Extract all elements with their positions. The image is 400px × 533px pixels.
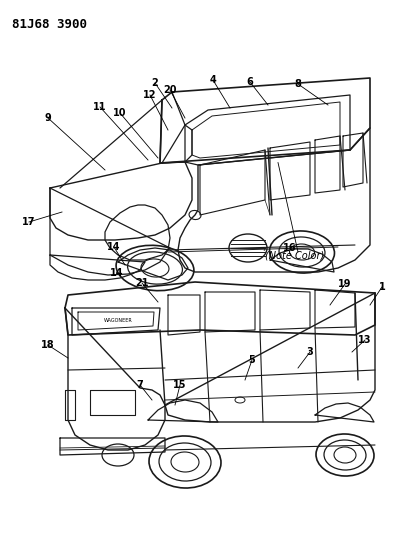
Text: 13: 13 [358,335,372,345]
Text: 5: 5 [249,355,255,365]
Text: 14: 14 [110,268,124,278]
Text: 17: 17 [22,217,36,227]
Text: 16: 16 [283,243,297,253]
Text: (Note Color): (Note Color) [265,250,324,260]
Text: 2: 2 [152,78,158,88]
Text: 7: 7 [137,380,143,390]
Text: 6: 6 [247,77,253,87]
Text: 14: 14 [107,242,121,252]
Text: 15: 15 [173,380,187,390]
Text: 18: 18 [41,340,55,350]
Text: 19: 19 [338,279,352,289]
Text: WAGONEER: WAGONEER [104,318,132,322]
Text: 11: 11 [93,102,107,112]
Text: 1: 1 [379,282,385,292]
Text: 12: 12 [143,90,157,100]
Text: 4: 4 [210,75,216,85]
Text: 10: 10 [113,108,127,118]
Text: 20: 20 [163,85,177,95]
Text: 81J68 3900: 81J68 3900 [12,18,87,31]
Text: 9: 9 [45,113,51,123]
Text: 3: 3 [307,347,313,357]
Text: 8: 8 [294,79,302,89]
Text: 21: 21 [135,278,149,288]
